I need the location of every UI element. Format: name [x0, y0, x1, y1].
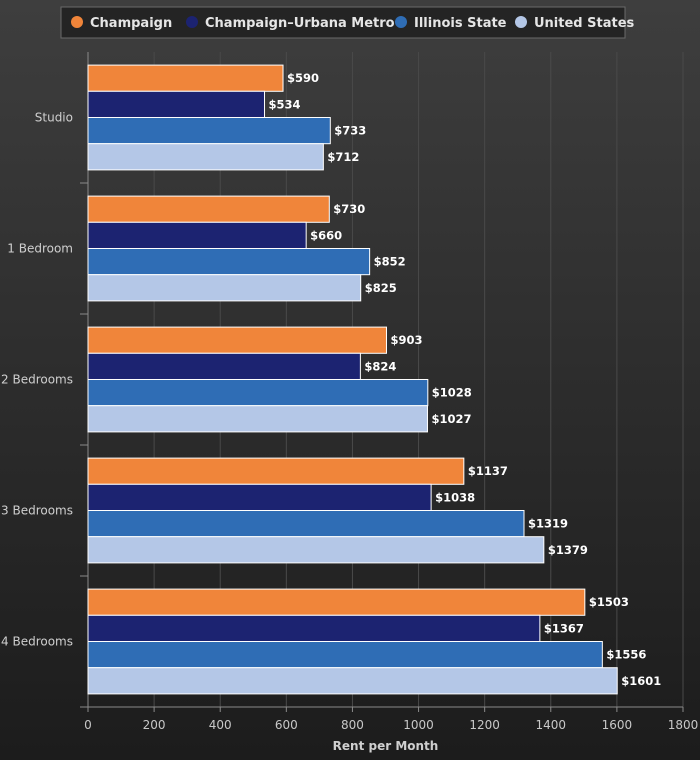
data-label: $733: [334, 124, 366, 138]
data-label: $534: [269, 97, 301, 111]
legend-label: Champaign–Urbana Metro: [205, 16, 395, 31]
data-label: $1503: [589, 595, 629, 609]
data-label: $1556: [606, 648, 646, 662]
legend: Champaign Champaign–Urbana Metro Illinois …: [60, 6, 635, 39]
data-label: $903: [390, 333, 422, 347]
bar: [87, 143, 324, 171]
legend-marker: [395, 16, 407, 28]
data-label: $824: [364, 359, 396, 373]
bar: [87, 274, 362, 302]
bar: [87, 195, 330, 223]
legend-label: Illinois State: [414, 16, 507, 31]
x-tick-label: 1400: [536, 718, 567, 732]
bar: [87, 352, 361, 380]
data-label: $825: [365, 281, 397, 295]
bar: [87, 667, 618, 695]
data-label: $1367: [544, 621, 584, 635]
bar: [87, 405, 428, 433]
category-label: Studio: [35, 111, 73, 125]
bar: [87, 483, 432, 511]
legend-label: United States: [534, 16, 635, 31]
x-tick-label: 600: [275, 718, 298, 732]
data-label: $1137: [468, 464, 508, 478]
data-label: $712: [327, 150, 359, 164]
bar: [87, 614, 541, 642]
bar: [87, 510, 525, 538]
x-tick-label: 400: [209, 718, 232, 732]
data-label: $1319: [528, 517, 568, 531]
legend-marker: [515, 16, 527, 28]
bar: [87, 64, 284, 92]
x-tick-label: 200: [143, 718, 166, 732]
data-label: $730: [333, 202, 365, 216]
bar: [87, 379, 429, 407]
legend-marker: [71, 16, 83, 28]
bar: [87, 641, 603, 669]
bar: [87, 221, 307, 250]
x-tick-label: 1200: [469, 718, 500, 732]
data-label: $1601: [621, 674, 661, 688]
category-label: 4 Bedrooms: [1, 635, 73, 649]
bar: [87, 588, 586, 616]
category-label: 2 Bedrooms: [1, 373, 73, 387]
data-label: $852: [374, 255, 406, 269]
bar: [87, 248, 371, 276]
x-tick-label: 800: [341, 718, 364, 732]
bar: [87, 457, 465, 485]
data-label: $1027: [431, 412, 471, 426]
data-label: $1379: [548, 543, 588, 557]
x-tick-label: 1800: [668, 718, 699, 732]
category-label: 3 Bedrooms: [1, 504, 73, 518]
data-label: $590: [287, 71, 319, 85]
bar: [87, 90, 266, 119]
x-tick-label: 1000: [403, 718, 434, 732]
data-label: $660: [310, 228, 342, 242]
legend-label: Champaign: [90, 16, 172, 31]
data-label: $1028: [432, 386, 472, 400]
x-axis-title: Rent per Month: [333, 739, 439, 753]
x-tick-label: 1600: [602, 718, 633, 732]
category-label: 1 Bedroom: [7, 242, 73, 256]
bar: [87, 117, 331, 145]
bar: [87, 536, 545, 564]
legend-marker: [186, 16, 198, 28]
data-label: $1038: [435, 490, 475, 504]
legend-box: [60, 6, 626, 39]
x-tick-label: 0: [84, 718, 92, 732]
bar: [87, 326, 387, 354]
